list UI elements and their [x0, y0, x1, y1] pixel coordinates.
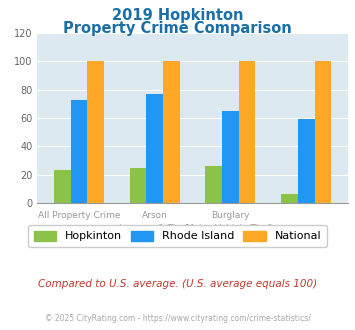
Bar	[146, 94, 163, 203]
Text: Motor Vehicle Theft: Motor Vehicle Theft	[186, 224, 274, 233]
Bar	[87, 61, 104, 203]
Text: Burglary: Burglary	[211, 211, 250, 220]
Bar	[239, 61, 256, 203]
Bar	[206, 166, 222, 203]
Text: Arson: Arson	[142, 211, 168, 220]
Text: Compared to U.S. average. (U.S. average equals 100): Compared to U.S. average. (U.S. average …	[38, 279, 317, 289]
Text: Larceny & Theft: Larceny & Theft	[119, 224, 191, 233]
Bar	[130, 168, 146, 203]
Text: Property Crime Comparison: Property Crime Comparison	[63, 21, 292, 36]
Text: All Property Crime: All Property Crime	[38, 211, 120, 220]
Legend: Hopkinton, Rhode Island, National: Hopkinton, Rhode Island, National	[28, 225, 327, 247]
Bar	[222, 111, 239, 203]
Text: 2019 Hopkinton: 2019 Hopkinton	[112, 8, 243, 23]
Bar	[54, 170, 71, 203]
Bar	[298, 119, 315, 203]
Bar	[71, 100, 87, 203]
Bar	[281, 194, 298, 203]
Text: © 2025 CityRating.com - https://www.cityrating.com/crime-statistics/: © 2025 CityRating.com - https://www.city…	[45, 314, 310, 323]
Bar	[315, 61, 331, 203]
Bar	[163, 61, 180, 203]
